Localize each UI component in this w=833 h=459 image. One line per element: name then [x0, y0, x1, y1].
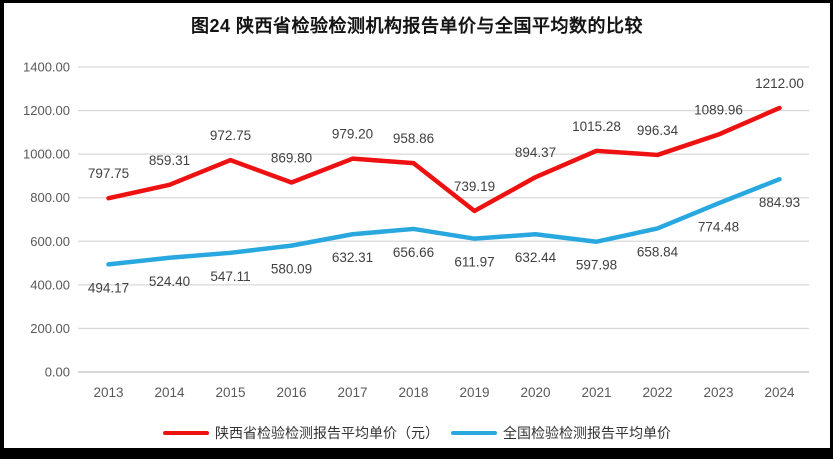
- x-tick-label: 2024: [764, 385, 795, 400]
- series-line-0: [106, 105, 782, 214]
- data-label: 656.66: [393, 245, 434, 260]
- x-tick-label: 2020: [520, 385, 550, 400]
- data-label: 894.37: [515, 145, 556, 160]
- x-tick-label: 2022: [642, 385, 672, 400]
- data-label: 597.98: [576, 258, 617, 273]
- x-tick-label: 2023: [703, 385, 733, 400]
- legend-item-1: 全国检验检测报告平均单价: [451, 423, 671, 443]
- y-tick-label: 1400.00: [23, 60, 70, 75]
- y-tick-label: 400.00: [30, 277, 70, 292]
- data-label: 580.09: [271, 262, 312, 277]
- data-label: 1089.96: [694, 103, 743, 118]
- data-label: 869.80: [271, 151, 312, 166]
- y-tick-label: 1000.00: [23, 147, 70, 162]
- x-tick-label: 2018: [398, 385, 428, 400]
- legend-item-0: 陕西省检验检测报告平均单价（元）: [163, 423, 439, 443]
- y-tick-label: 1200.00: [23, 103, 70, 118]
- data-label: 797.75: [88, 166, 129, 181]
- data-label: 1212.00: [755, 76, 804, 91]
- data-label: 658.84: [637, 244, 679, 259]
- data-label: 996.34: [637, 123, 679, 138]
- x-tick-label: 2021: [581, 385, 611, 400]
- data-label: 884.93: [759, 195, 800, 210]
- chart-title: 图24 陕西省检验检测机构报告单价与全国平均数的比较: [190, 16, 644, 36]
- data-label: 547.11: [210, 269, 250, 284]
- legend-label: 全国检验检测报告平均单价: [503, 425, 671, 441]
- data-label: 632.31: [332, 250, 373, 265]
- data-label: 774.48: [698, 219, 739, 234]
- data-label: 524.40: [149, 274, 190, 289]
- y-tick-label: 800.00: [30, 190, 70, 205]
- series-line-1: [106, 176, 782, 267]
- data-label: 611.97: [454, 255, 494, 270]
- data-label: 979.20: [332, 127, 373, 142]
- x-tick-label: 2017: [337, 385, 367, 400]
- x-tick-label: 2019: [459, 385, 489, 400]
- legend-label: 陕西省检验检测报告平均单价（元）: [215, 425, 439, 441]
- x-tick-label: 2016: [276, 385, 306, 400]
- y-tick-label: 600.00: [30, 234, 70, 249]
- data-label: 859.31: [149, 153, 190, 168]
- data-label: 958.86: [393, 131, 434, 146]
- legend-line-swatch: [163, 431, 209, 435]
- y-tick-label: 200.00: [30, 321, 70, 336]
- data-label: 972.75: [210, 128, 251, 143]
- x-tick-label: 2014: [154, 385, 185, 400]
- x-tick-label: 2013: [93, 385, 123, 400]
- line-chart: 0.00 200.00 400.00 600.00 800.00 1000.00 1200.…: [23, 60, 809, 400]
- legend: 陕西省检验检测报告平均单价（元） 全国检验检测报告平均单价: [4, 423, 830, 443]
- legend-line-swatch: [451, 431, 497, 435]
- data-label: 739.19: [454, 179, 495, 194]
- data-label: 632.44: [515, 250, 557, 265]
- x-tick-label: 2015: [215, 385, 245, 400]
- y-tick-label: 0.00: [45, 365, 70, 380]
- data-label: 1015.28: [572, 119, 621, 134]
- data-label: 494.17: [88, 280, 129, 295]
